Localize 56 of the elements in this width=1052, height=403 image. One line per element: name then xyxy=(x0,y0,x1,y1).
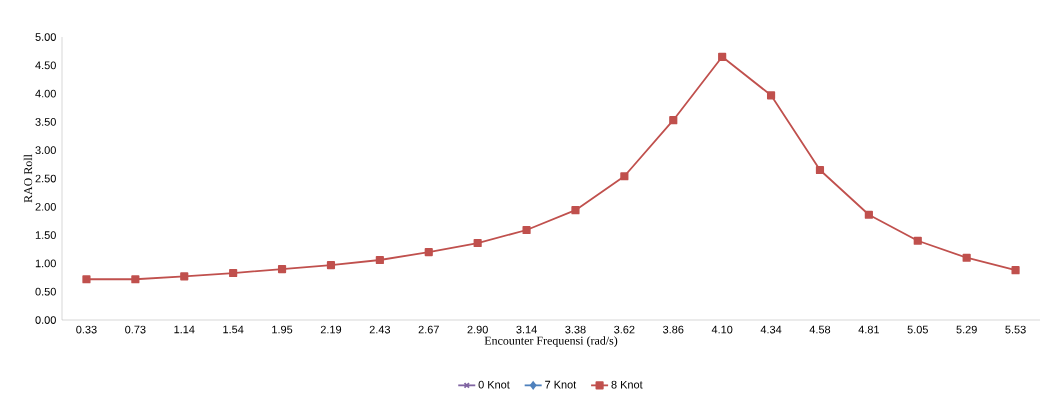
x-tick-label: 2.43 xyxy=(369,325,391,334)
x-tick-label: 3.38 xyxy=(565,325,586,334)
point xyxy=(424,247,433,257)
y-tick-label: 2.00 xyxy=(35,202,56,211)
point xyxy=(962,253,971,262)
point xyxy=(620,172,629,181)
x-tick-label: 5.05 xyxy=(907,325,928,334)
point xyxy=(669,116,678,125)
legend-label: 0 Knot xyxy=(478,380,510,389)
x-tick-label: 2.19 xyxy=(320,325,342,334)
x-tick-label: 3.62 xyxy=(614,325,635,334)
x-tick-label: 0.33 xyxy=(76,325,97,334)
y-tick-label: 2.50 xyxy=(35,174,56,183)
point xyxy=(571,206,580,215)
point xyxy=(815,165,825,175)
x-tick-label: 4.34 xyxy=(760,325,782,334)
y-tick-label: 1.00 xyxy=(35,259,56,268)
point xyxy=(326,261,336,270)
point xyxy=(82,275,91,284)
x-tick-label: 4.81 xyxy=(858,325,879,334)
point xyxy=(913,236,922,245)
point xyxy=(375,255,384,265)
point xyxy=(131,275,140,284)
x-tick-label: 2.90 xyxy=(467,325,488,334)
x-tick-label: 3.86 xyxy=(663,325,684,334)
x-tick-label: 1.95 xyxy=(272,325,293,334)
y-axis-title: RAO Roll xyxy=(23,154,33,203)
point xyxy=(180,272,189,281)
x-tick-label: 4.58 xyxy=(809,325,831,334)
legend-label: 7 Knot xyxy=(545,380,577,389)
x-tick-label: 1.54 xyxy=(223,325,244,334)
point xyxy=(864,210,873,219)
point xyxy=(522,225,531,235)
x-tick-label: 2.67 xyxy=(418,325,439,334)
y-tick-label: 4.50 xyxy=(35,61,56,70)
y-tick-label: 4.00 xyxy=(35,89,56,98)
x-tick-label: 4.10 xyxy=(711,325,733,334)
point xyxy=(1011,266,1020,275)
x-tick-label: 5.53 xyxy=(1005,325,1026,334)
y-tick-label: 0.50 xyxy=(35,287,56,296)
legend-label: 8 Knot xyxy=(611,380,643,389)
x-tick-label: 1.14 xyxy=(174,325,195,334)
x-tick-label: 0.73 xyxy=(125,325,146,334)
x-tick-label: 3.14 xyxy=(516,325,537,334)
y-tick-label: 0.00 xyxy=(35,316,56,324)
y-tick-label: 1.50 xyxy=(35,231,56,239)
point xyxy=(277,264,287,274)
y-tick-label: 3.50 xyxy=(35,118,56,126)
x-axis-title: Encounter Frequensi (rad/s) xyxy=(484,336,618,348)
point xyxy=(766,91,776,100)
point xyxy=(229,268,238,278)
point xyxy=(718,52,727,61)
y-tick-label: 3.00 xyxy=(35,146,56,155)
x-tick-label: 5.29 xyxy=(956,325,977,334)
y-tick-label: 5.00 xyxy=(35,33,56,41)
point xyxy=(473,238,482,248)
